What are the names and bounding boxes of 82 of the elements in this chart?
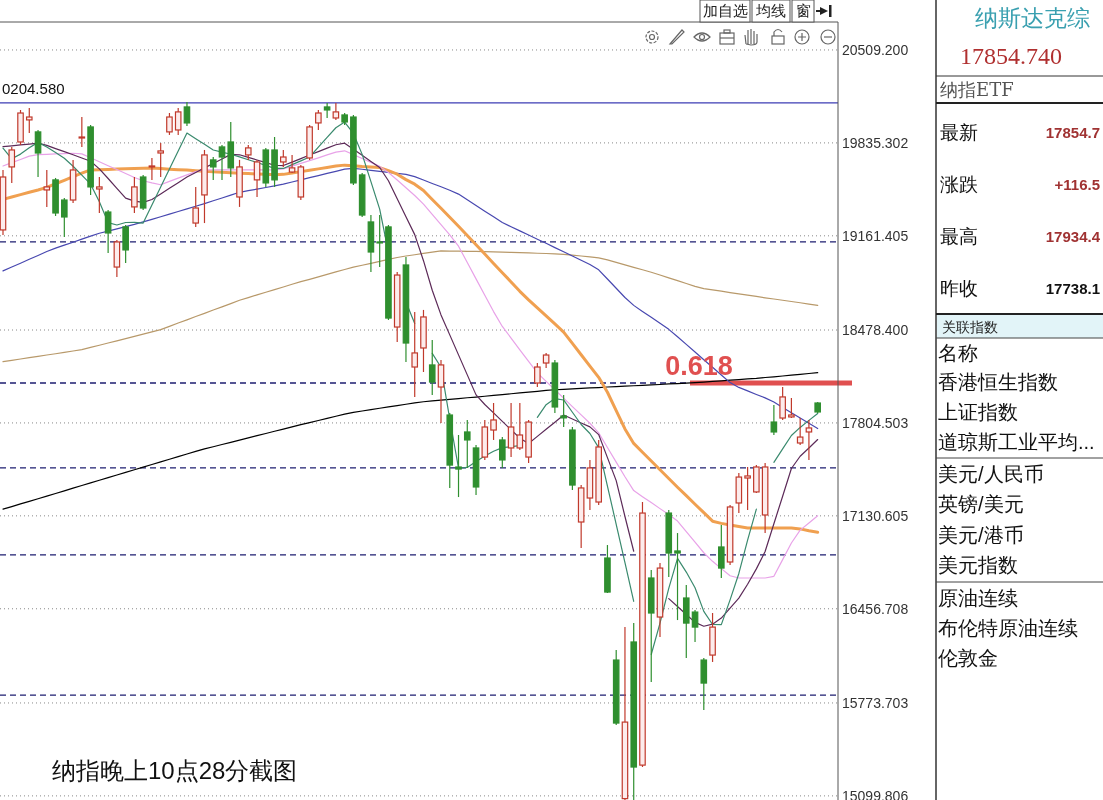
candlestick — [148, 157, 156, 181]
text: 香港恒生指数 — [938, 371, 1058, 393]
candlestick — [131, 176, 138, 214]
candlestick — [463, 419, 471, 469]
category-label: 最新 — [940, 122, 978, 143]
category-label: 涨跌 — [940, 174, 978, 195]
candlestick — [174, 107, 182, 136]
text: 17738.1 — [1045, 280, 1100, 297]
candlestick — [8, 146, 16, 184]
candlestick — [700, 657, 708, 711]
y-tick-label: 19161.405 — [842, 227, 909, 244]
annotation: 纳指晚上10点28分截图 — [52, 757, 298, 784]
candlestick — [323, 102, 331, 119]
text: 布伦特原油连续 — [938, 617, 1078, 639]
candlestick — [61, 197, 68, 238]
text: +116.5 — [1054, 176, 1100, 193]
candlestick — [718, 524, 725, 579]
candlestick — [770, 404, 778, 436]
candlestick — [122, 224, 129, 264]
candlestick — [34, 129, 42, 178]
y-tick-label: 20509.200 — [842, 41, 909, 58]
line-series — [2, 167, 819, 430]
candlestick — [796, 417, 804, 446]
candlestick — [490, 402, 497, 441]
annotation: 0204.580 — [2, 80, 65, 97]
candlestick — [183, 101, 191, 127]
candlestick — [744, 466, 751, 511]
category-label: 昨收 — [940, 278, 978, 299]
y-tick-label: 19835.302 — [842, 134, 909, 151]
text: 美元/港币 — [938, 524, 1024, 546]
y-tick-label: 16456.708 — [842, 600, 909, 617]
candlestick — [209, 156, 217, 181]
y-tick-label: 15773.703 — [842, 694, 909, 711]
candlestick — [157, 142, 164, 178]
text: 原油连续 — [938, 587, 1018, 609]
candlestick — [428, 339, 436, 396]
text: 均线 — [755, 2, 786, 19]
y-tick-label: 17130.605 — [842, 507, 909, 524]
y-tick-label: 15099.806 — [842, 787, 909, 800]
candlestick — [25, 107, 33, 134]
text: 名称 — [938, 342, 978, 364]
candlestick — [499, 436, 506, 469]
candlestick — [166, 112, 173, 136]
candlestick — [288, 154, 296, 174]
candlestick — [332, 102, 340, 121]
candlestick — [516, 402, 524, 451]
y-tick-label: 18478.400 — [842, 321, 909, 338]
candlestick — [455, 434, 462, 498]
candlestick — [43, 169, 51, 208]
text: 上证指数 — [938, 401, 1018, 423]
candlestick — [218, 144, 226, 181]
text: 伦敦金 — [938, 647, 998, 669]
candlestick — [78, 116, 86, 148]
candlestick — [315, 109, 322, 131]
text: 17934.4 — [1045, 228, 1100, 245]
text: 美元/人民币 — [938, 463, 1044, 485]
candlestick — [104, 209, 112, 254]
candlestick — [253, 159, 261, 198]
text: 17854.740 — [960, 43, 1062, 69]
candlestick — [691, 609, 699, 643]
candlestick — [779, 386, 786, 421]
candlestick — [96, 176, 103, 214]
text: 纳指ETF — [940, 79, 1014, 100]
text: 英镑/美元 — [938, 493, 1024, 515]
text: 加自选 — [702, 2, 748, 19]
text: 17854.7 — [1045, 124, 1100, 141]
candlestick — [534, 362, 541, 388]
candlestick — [437, 359, 445, 424]
y-tick-label: 17804.503 — [842, 414, 909, 431]
text: 道琼斯工业平均... — [938, 431, 1095, 453]
candlestick — [674, 532, 681, 621]
candlestick — [560, 394, 567, 428]
candlestick — [192, 186, 200, 228]
candlestick — [411, 311, 419, 398]
candlestick — [507, 402, 515, 458]
candlestick — [376, 214, 383, 268]
text: 窗 — [795, 2, 811, 19]
text: 纳斯达克综 — [975, 5, 1090, 31]
text: 美元指数 — [938, 554, 1018, 576]
category-label: 最高 — [940, 226, 978, 247]
candlestick — [805, 419, 813, 461]
text: 关联指数 — [942, 319, 998, 335]
